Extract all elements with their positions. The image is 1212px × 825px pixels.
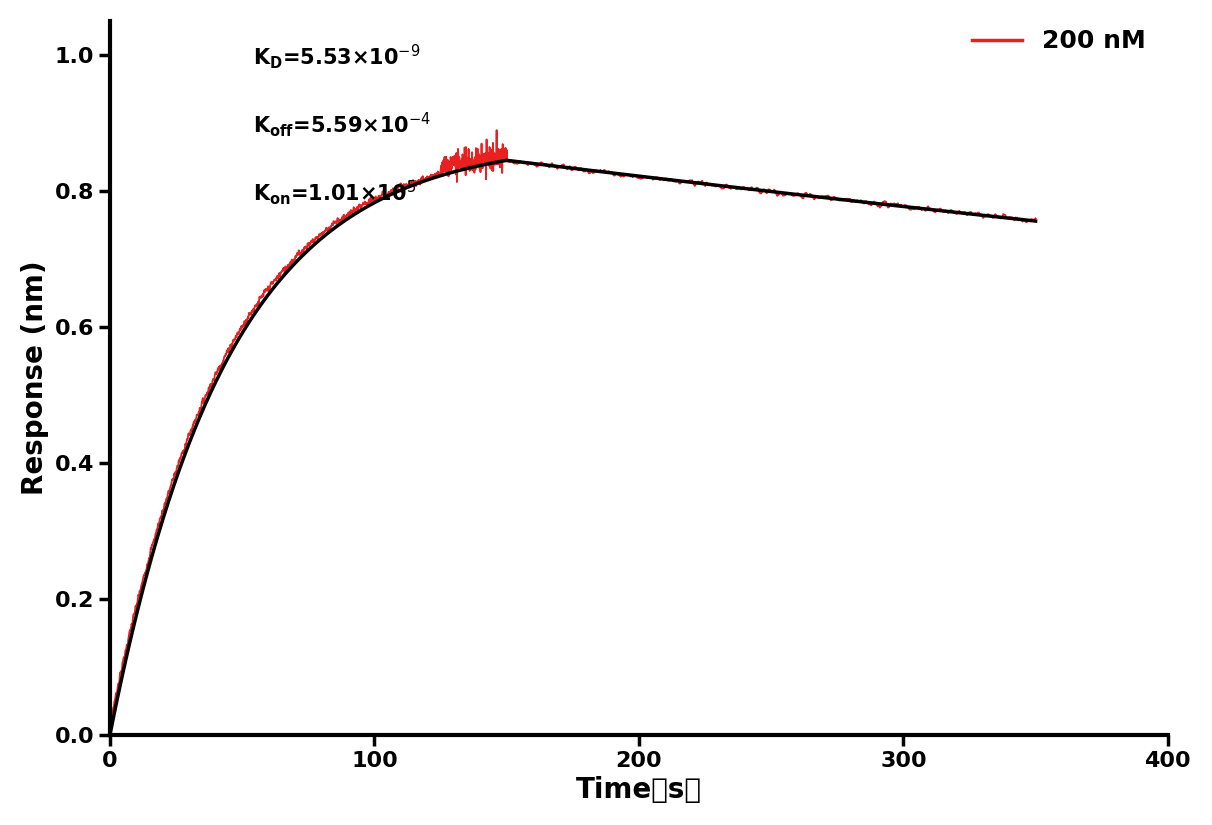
Line: 200 nM: 200 nM bbox=[110, 130, 1035, 722]
Y-axis label: Response (nm): Response (nm) bbox=[21, 261, 48, 495]
200 nM bbox=[887, 200, 902, 210]
Legend: 200 nM: 200 nM bbox=[961, 19, 1155, 64]
200 nM bbox=[784, 190, 799, 200]
200 nM bbox=[471, 149, 486, 159]
200 nM bbox=[103, 717, 118, 727]
200 nM bbox=[116, 653, 131, 663]
Text: $\mathregular{K_D}$=5.53×10$^{-9}$: $\mathregular{K_D}$=5.53×10$^{-9}$ bbox=[253, 42, 421, 71]
X-axis label: Time（s）: Time（s） bbox=[576, 776, 702, 804]
200 nM bbox=[103, 717, 118, 727]
Text: $\mathregular{K_{on}}$=1.01×10$^{5}$: $\mathregular{K_{on}}$=1.01×10$^{5}$ bbox=[253, 178, 416, 207]
Text: $\mathregular{K_{off}}$=5.59×10$^{-4}$: $\mathregular{K_{off}}$=5.59×10$^{-4}$ bbox=[253, 111, 431, 139]
200 nM bbox=[1028, 214, 1042, 224]
200 nM bbox=[837, 194, 852, 204]
200 nM bbox=[490, 125, 504, 135]
200 nM bbox=[360, 199, 375, 209]
